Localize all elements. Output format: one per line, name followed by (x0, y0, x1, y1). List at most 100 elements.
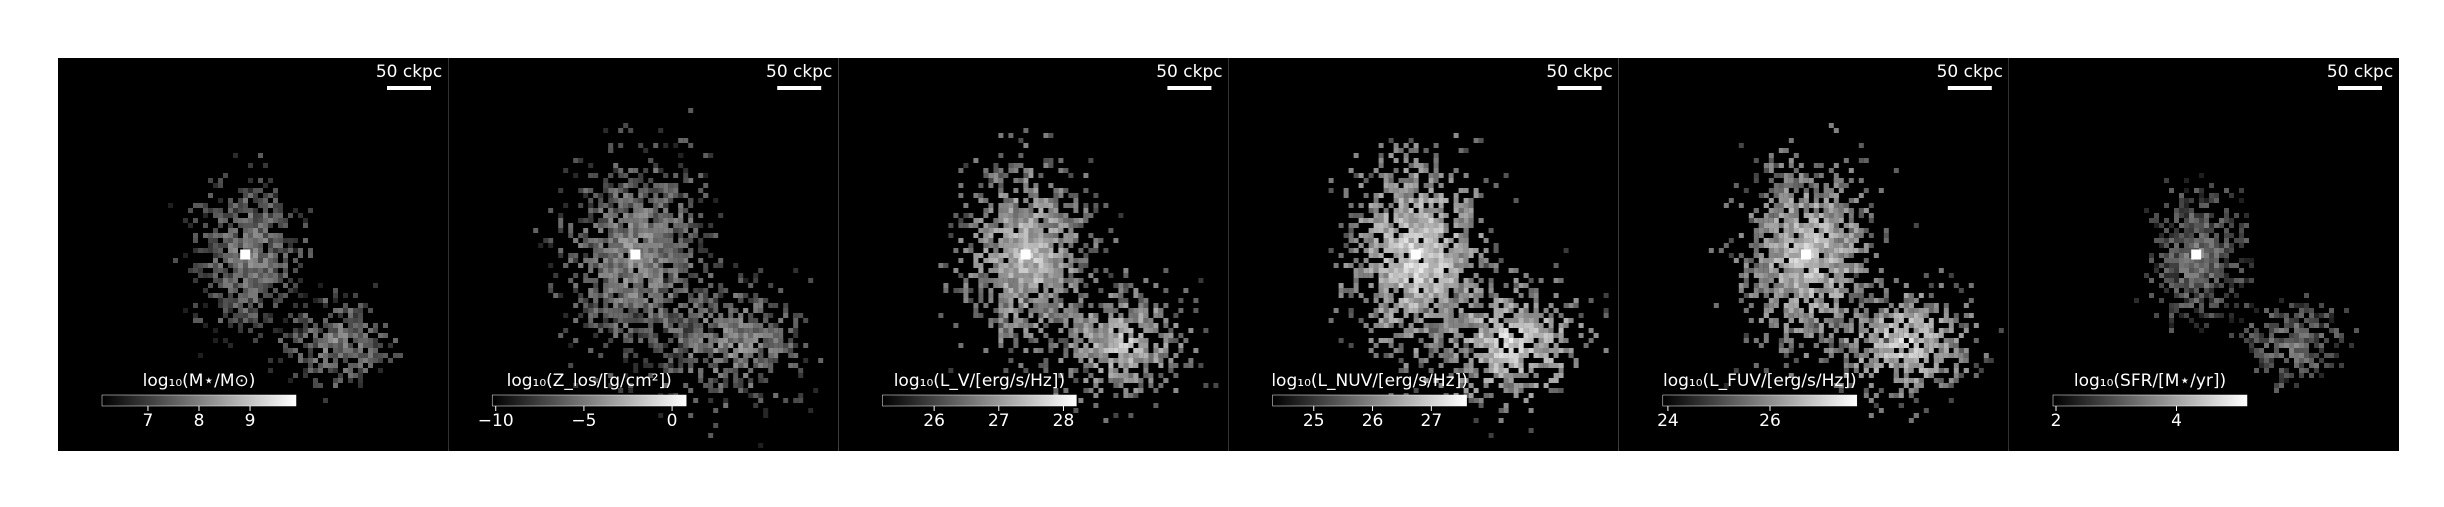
pixel (1003, 193, 1009, 198)
pixel (993, 218, 999, 223)
pixel (683, 283, 689, 288)
pixel (1053, 193, 1059, 198)
pixel (638, 228, 644, 233)
pixel (743, 343, 749, 348)
pixel (208, 233, 213, 238)
pixel (1083, 253, 1089, 258)
pixel (1153, 358, 1159, 363)
pixel (228, 293, 233, 298)
pixel (663, 288, 669, 293)
pixel (1028, 228, 1034, 233)
pixel (1108, 293, 1114, 298)
pixel (1533, 383, 1539, 388)
pixel (283, 253, 288, 258)
pixel (1008, 258, 1014, 263)
pixel (688, 293, 694, 298)
pixel (1473, 288, 1479, 293)
pixel (1153, 343, 1159, 348)
pixel (693, 338, 699, 343)
pixel (1053, 198, 1059, 203)
pixel (663, 323, 669, 328)
pixel (973, 158, 979, 163)
pixel (1023, 238, 1029, 243)
pixel (1053, 293, 1059, 298)
pixel (768, 283, 774, 288)
pixel (1108, 228, 1114, 233)
pixel (608, 268, 614, 273)
pixel (703, 153, 709, 158)
pixel (303, 293, 308, 298)
pixel (1028, 288, 1034, 293)
pixel (683, 338, 689, 343)
pixel (303, 323, 308, 328)
pixel (1393, 168, 1399, 173)
pixel (603, 273, 609, 278)
pixel (228, 228, 233, 233)
pixel (698, 288, 704, 293)
pixel (1423, 223, 1429, 228)
pixel (328, 363, 333, 368)
pixel (588, 318, 594, 323)
pixel (798, 368, 804, 373)
pixel (593, 238, 599, 243)
pixel (1403, 183, 1409, 188)
pixel (623, 258, 629, 263)
pixel (678, 333, 684, 338)
pixel (748, 368, 754, 373)
pixel (633, 328, 639, 333)
pixel (998, 313, 1004, 318)
pixel (343, 303, 348, 308)
pixel (808, 408, 814, 413)
colorbar-tick-label: 28 (1053, 411, 1075, 431)
pixel (1053, 213, 1059, 218)
pixel (643, 303, 649, 308)
pixel (973, 308, 979, 313)
pixel (1358, 293, 1364, 298)
pixel (658, 363, 664, 368)
scalebar (387, 86, 431, 90)
pixel (1188, 358, 1194, 363)
pixel (803, 318, 809, 323)
pixel (293, 318, 298, 323)
pixel (738, 328, 744, 333)
pixel (1023, 258, 1029, 263)
pixel (983, 223, 989, 228)
pixel (958, 273, 964, 278)
pixel (1038, 198, 1044, 203)
pixel (548, 263, 554, 268)
pixel (1328, 178, 1334, 183)
pixel (1473, 373, 1479, 378)
pixel (623, 208, 629, 213)
pixel (313, 338, 318, 343)
pixel (1603, 348, 1609, 353)
pixel (378, 353, 383, 358)
pixel (218, 178, 223, 183)
pixel (1553, 378, 1559, 383)
pixel (1003, 368, 1009, 373)
pixel (1023, 278, 1029, 283)
pixel (343, 343, 348, 348)
pixel (963, 248, 969, 253)
pixel (1008, 198, 1014, 203)
pixel (593, 243, 599, 248)
pixel (768, 303, 774, 308)
pixel (268, 318, 273, 323)
pixel (773, 393, 779, 398)
pixel (288, 243, 293, 248)
pixel (1123, 323, 1129, 328)
pixel (1068, 228, 1074, 233)
pixel (263, 228, 268, 233)
pixel (1138, 333, 1144, 338)
pixel (1108, 373, 1114, 378)
pixel (613, 298, 619, 303)
pixel (233, 233, 238, 238)
pixel (1368, 173, 1374, 178)
pixel (618, 268, 624, 273)
pixel (1378, 158, 1384, 163)
pixel (1003, 313, 1009, 318)
pixel (283, 223, 288, 228)
pixel (368, 358, 373, 363)
pixel (308, 368, 313, 373)
pixel (698, 338, 704, 343)
pixel (278, 293, 283, 298)
